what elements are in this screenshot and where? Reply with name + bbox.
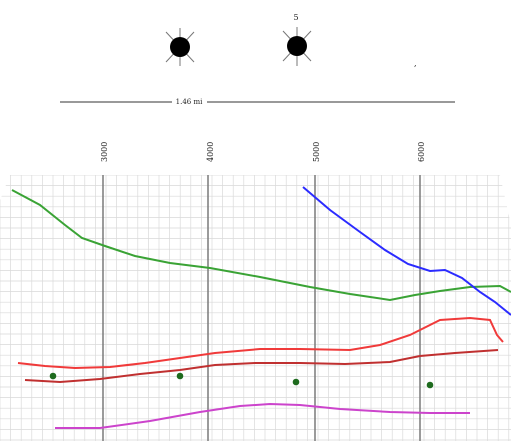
magenta-horizon-curve[interactable] [55,402,470,429]
well-symbol-2[interactable]: 5 [282,13,312,66]
section-panel [0,175,511,441]
well-marker[interactable] [426,381,434,389]
depth-tick-label: 4000 [206,142,215,162]
blue-horizon-curve[interactable] [302,186,511,316]
depth-tick-label: 5000 [312,142,321,162]
well-marker[interactable] [292,378,300,386]
dry-hole-well-icon [170,37,190,57]
depth-tick-label: 3000 [100,142,109,162]
well-symbol-1[interactable] [165,28,195,66]
red-upper-horizon-curve[interactable] [17,316,504,370]
well-marker[interactable] [49,372,57,380]
well-marker[interactable] [176,372,184,380]
grid [0,175,511,441]
depth-tick-label: 6000 [417,142,426,162]
scale-bar-label: 1.46 mi [176,98,203,106]
well-label: 5 [293,13,298,22]
orphan-mark: , [414,59,417,68]
green-horizon-curve[interactable] [11,189,511,302]
depth-axis: 3000 4000 5000 6000 [100,142,426,162]
scale-bar: 1.46 mi [60,98,455,106]
red-lower-horizon-curve[interactable] [24,349,499,384]
dry-hole-well-icon [287,36,307,56]
